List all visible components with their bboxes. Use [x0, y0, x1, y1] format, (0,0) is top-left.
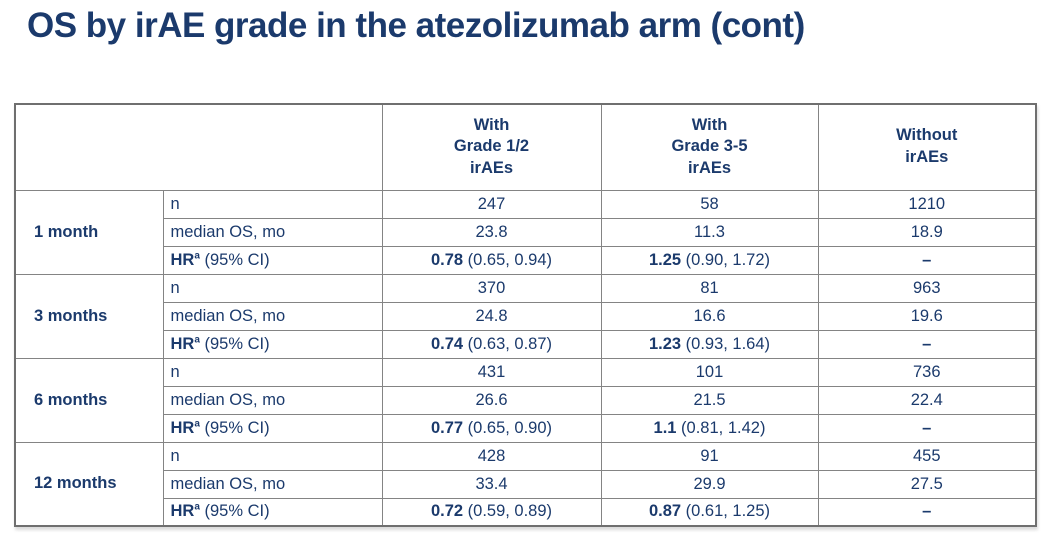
value-cell: 370 — [381, 273, 602, 303]
hr-value-cell: 1.23 (0.93, 1.64) — [600, 329, 819, 359]
hr-value-cell: – — [817, 413, 1037, 443]
value-cell: 247 — [381, 189, 602, 219]
hr-footnote-marker: a — [194, 250, 200, 261]
table-row: 12 months n 428 91 455 — [14, 441, 1037, 527]
row-label-n: n — [162, 357, 383, 387]
value-cell: 1210 — [817, 189, 1037, 219]
value-cell: 18.9 — [817, 217, 1037, 247]
table-row: median OS, mo 33.4 29.9 27.5 — [15, 469, 1037, 499]
value-cell: 428 — [381, 441, 602, 471]
row-label-median-os: median OS, mo — [162, 469, 383, 499]
table-row: 6 months n 431 101 736 — [14, 357, 1037, 443]
value-cell: 963 — [817, 273, 1037, 303]
month-cell-1-month: 1 month — [14, 189, 164, 275]
os-by-irae-table: With Grade 1/2 irAEs With Grade 3-5 irAE… — [14, 103, 1037, 527]
slide-title: OS by irAE grade in the atezolizumab arm… — [27, 6, 805, 45]
value-cell: 27.5 — [817, 469, 1037, 499]
value-cell: 22.4 — [817, 385, 1037, 415]
hr-value-cell: 0.77 (0.65, 0.90) — [381, 413, 602, 443]
value-cell: 26.6 — [381, 385, 602, 415]
column-header-grade-3-5: With Grade 3-5 irAEs — [600, 103, 819, 191]
table-header-row: With Grade 1/2 irAEs With Grade 3-5 irAE… — [14, 103, 1037, 191]
table-row: median OS, mo 26.6 21.5 22.4 — [15, 385, 1037, 415]
table-row: median OS, mo 24.8 16.6 19.6 — [15, 301, 1037, 331]
value-cell: 58 — [600, 189, 819, 219]
value-cell: 19.6 — [817, 301, 1037, 331]
value-cell: 23.8 — [381, 217, 602, 247]
row-label-median-os: median OS, mo — [162, 301, 383, 331]
row-label-n: n — [162, 189, 383, 219]
table-row: HRa (95% CI) 0.72 (0.59, 0.89) 0.87 (0.6… — [15, 497, 1037, 527]
value-cell: 736 — [817, 357, 1037, 387]
hr-value-cell: – — [817, 497, 1037, 527]
hr-value-cell: 0.87 (0.61, 1.25) — [600, 497, 819, 527]
value-cell: 431 — [381, 357, 602, 387]
table-row: 3 months n 370 81 963 — [14, 273, 1037, 359]
hr-value-cell: 1.1 (0.81, 1.42) — [600, 413, 819, 443]
value-cell: 24.8 — [381, 301, 602, 331]
month-cell-12-months: 12 months — [14, 441, 164, 527]
column-header-without-iraes: Without irAEs — [817, 103, 1037, 191]
month-cell-6-months: 6 months — [14, 357, 164, 443]
table-row: 1 month n 247 58 1210 — [14, 189, 1037, 275]
row-label-hr: HRa (95% CI) — [162, 329, 383, 359]
row-label-median-os: median OS, mo — [162, 385, 383, 415]
row-label-hr: HRa (95% CI) — [162, 413, 383, 443]
hr-value-cell: – — [817, 245, 1037, 275]
value-cell: 11.3 — [600, 217, 819, 247]
hr-value-cell: – — [817, 329, 1037, 359]
hr-value-cell: 0.78 (0.65, 0.94) — [381, 245, 602, 275]
value-cell: 33.4 — [381, 469, 602, 499]
column-header-grade-1-2: With Grade 1/2 irAEs — [381, 103, 602, 191]
value-cell: 21.5 — [600, 385, 819, 415]
row-label-n: n — [162, 273, 383, 303]
table-row: HRa (95% CI) 0.74 (0.63, 0.87) 1.23 (0.9… — [15, 329, 1037, 359]
row-label-hr: HRa (95% CI) — [162, 497, 383, 527]
value-cell: 81 — [600, 273, 819, 303]
hr-value-cell: 1.25 (0.90, 1.72) — [600, 245, 819, 275]
value-cell: 16.6 — [600, 301, 819, 331]
hr-value-cell: 0.74 (0.63, 0.87) — [381, 329, 602, 359]
value-cell: 91 — [600, 441, 819, 471]
table-row: HRa (95% CI) 0.78 (0.65, 0.94) 1.25 (0.9… — [15, 245, 1037, 275]
month-cell-3-months: 3 months — [14, 273, 164, 359]
table-row: median OS, mo 23.8 11.3 18.9 — [15, 217, 1037, 247]
value-cell: 455 — [817, 441, 1037, 471]
value-cell: 29.9 — [600, 469, 819, 499]
table-row: HRa (95% CI) 0.77 (0.65, 0.90) 1.1 (0.81… — [15, 413, 1037, 443]
row-label-hr: HRa (95% CI) — [162, 245, 383, 275]
hr-footnote-marker: a — [194, 501, 200, 513]
row-label-n: n — [162, 441, 383, 471]
hr-footnote-marker: a — [194, 418, 200, 429]
value-cell: 101 — [600, 357, 819, 387]
hr-value-cell: 0.72 (0.59, 0.89) — [381, 497, 602, 527]
hr-footnote-marker: a — [194, 334, 200, 345]
row-label-median-os: median OS, mo — [162, 217, 383, 247]
corner-cell — [14, 103, 383, 191]
